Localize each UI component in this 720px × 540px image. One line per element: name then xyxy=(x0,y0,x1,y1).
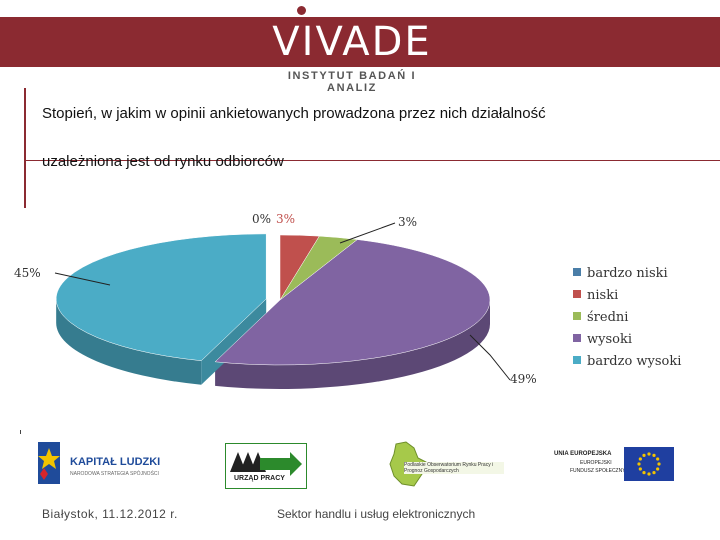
footer-tick xyxy=(20,430,21,434)
eu-title: UNIA EUROPEJSKA xyxy=(554,451,612,457)
pie-slice-bardzo-wysoki xyxy=(55,233,267,361)
leader-line-wysoki xyxy=(469,334,511,381)
vivade-logo: VIVADE xyxy=(272,19,432,65)
legend-label-średni: średni xyxy=(587,310,628,325)
data-label-bardzo-niski: 0% xyxy=(252,212,271,226)
data-label-niski: 3% xyxy=(276,212,295,226)
pie-slice-wysoki xyxy=(214,239,491,366)
leader-line-bardzo-wysoki xyxy=(54,272,111,286)
legend-label-wysoki: wysoki xyxy=(587,332,632,347)
eu-sub2: FUNDUSZ SPOŁECZNY xyxy=(570,468,626,474)
pie-side-wysoki xyxy=(215,300,490,389)
legend-label-bardzo-niski: bardzo niski xyxy=(587,266,668,281)
eu-flag-icon xyxy=(624,447,674,481)
leader-line-średni xyxy=(339,222,396,244)
eu-star xyxy=(638,467,642,471)
legend-swatch-bardzo-niski xyxy=(573,268,581,276)
data-label-wysoki: 49% xyxy=(510,372,537,386)
eu-logo: UNIA EUROPEJSKA EUROPEJSKI FUNDUSZ SPOŁE… xyxy=(542,443,682,488)
arrow-icon xyxy=(230,452,302,476)
pie-side-bardzo-wysoki xyxy=(56,298,202,385)
urzad-pracy-logo: URZĄD PRACY xyxy=(225,443,307,489)
eu-star xyxy=(637,462,641,466)
leader-lines xyxy=(54,222,511,381)
eu-star xyxy=(647,452,651,456)
eu-star xyxy=(652,453,656,457)
slide-title-line2: uzależniona jest od rynku odbiorców xyxy=(42,153,284,170)
pie-wall-bardzo-wysoki xyxy=(201,298,267,385)
kapital-ludzki-title: KAPITAŁ LUDZKI xyxy=(70,456,161,468)
accent-horizontal-line xyxy=(24,160,720,161)
institute-subtitle: INSTYTUT BADAŃ I ANALIZ xyxy=(287,70,417,94)
urzad-pracy-label: URZĄD PRACY xyxy=(234,475,285,482)
data-label-bardzo-wysoki: 45% xyxy=(14,266,41,280)
eu-star xyxy=(638,457,642,461)
accent-vertical-line xyxy=(24,88,26,208)
legend-swatch-bardzo-wysoki xyxy=(573,356,581,364)
eu-star xyxy=(652,471,656,475)
data-labels: 0% 3% 3% 49% 45% xyxy=(14,212,537,386)
logo-dot xyxy=(297,6,306,15)
kapital-ludzki-sub: NARODOWA STRATEGIA SPÓJNOŚCI xyxy=(70,471,159,477)
slide-title: Stopień, w jakim w opinii ankietowanych … xyxy=(42,90,702,186)
pie-chart: 0% 3% 3% 49% 45% bardzo niski niski średni wyso… xyxy=(14,212,681,389)
header-band xyxy=(0,17,720,67)
legend-label-niski: niski xyxy=(587,288,618,303)
obserwatorium-label: Podlaskie Obserwatorium Rynku Pracy i Pr… xyxy=(404,462,504,474)
legend-label-bardzo-wysoki: bardzo wysoki xyxy=(587,354,681,369)
obserwatorium-logo: Podlaskie Obserwatorium Rynku Pracy i Pr… xyxy=(384,440,504,490)
legend-swatch-wysoki xyxy=(573,334,581,342)
data-label-średni: 3% xyxy=(398,215,417,229)
pie-slices xyxy=(55,233,491,389)
eu-star xyxy=(647,472,651,476)
star-flag-icon xyxy=(38,442,60,484)
eu-sub1: EUROPEJSKI xyxy=(580,460,612,466)
eu-star xyxy=(656,457,660,461)
legend-swatch-średni xyxy=(573,312,581,320)
footer-date: Białystok, 11.12.2012 r. xyxy=(42,507,178,521)
eu-star xyxy=(656,467,660,471)
chart-legend: bardzo niski niski średni wysoki bardzo wyso… xyxy=(573,266,681,369)
legend-swatch-niski xyxy=(573,290,581,298)
eu-star xyxy=(642,471,646,475)
eu-star xyxy=(657,462,661,466)
eu-star xyxy=(642,453,646,457)
slide-title-line1: Stopień, w jakim w opinii ankietowanych … xyxy=(42,105,546,122)
kapital-ludzki-logo: KAPITAŁ LUDZKI NARODOWA STRATEGIA SPÓJNO… xyxy=(36,440,176,488)
footer-sector: Sektor handlu i usług elektronicznych xyxy=(277,507,476,521)
